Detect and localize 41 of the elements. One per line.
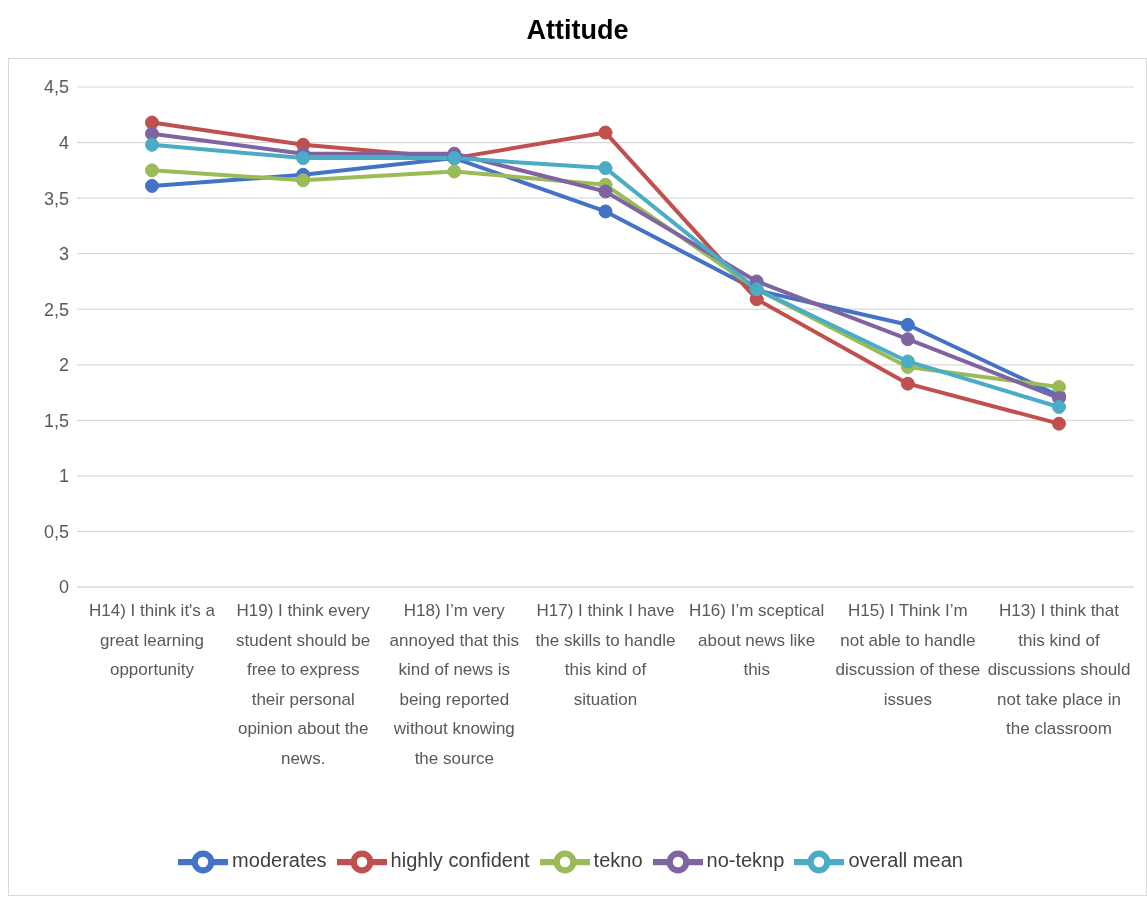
y-tick-label: 0,5 [43, 521, 69, 542]
point [900, 354, 915, 369]
point [145, 178, 159, 193]
point [296, 173, 311, 188]
x-tick-label: H17) I think I have the skills to handle this kind of situation [535, 601, 676, 709]
point [145, 163, 159, 178]
y-tick-label: 2,5 [43, 299, 69, 320]
point [296, 151, 311, 166]
point [145, 137, 159, 152]
point [900, 332, 915, 347]
point [598, 184, 613, 199]
legend-label: moderates [232, 849, 327, 872]
y-tick-label: 1,5 [43, 410, 69, 431]
point [145, 115, 159, 130]
legend-label: overall mean [848, 849, 963, 872]
x-tick-label: H18) I’m very annoyed that this kind of news is being reported without knowing the source [389, 601, 520, 768]
x-tick-label: H14) I think it's a great learning opportunity [88, 601, 216, 680]
y-tick-label: 1 [58, 466, 69, 487]
x-tick-label: H15) I Think I’m not able to handle discussion of these issues [835, 601, 981, 709]
point [598, 125, 613, 140]
chart-title: Attitude [525, 14, 630, 47]
point [598, 161, 613, 176]
y-tick-label: 2 [58, 355, 69, 376]
y-tick-label: 4 [58, 132, 69, 153]
x-tick-label: H13) I think that this kind of discussions should not take place in the classroom [987, 601, 1131, 739]
x-tick-label: H19) I think every student should be free to express their personal opinion about the news. [236, 601, 371, 768]
legend-label: highly confident [390, 849, 530, 872]
y-tick-label: 3 [58, 244, 69, 265]
y-tick-label: 0 [58, 577, 69, 598]
point [145, 126, 159, 141]
point [1052, 400, 1066, 414]
point [598, 204, 613, 219]
point [447, 164, 462, 179]
point [1052, 416, 1066, 431]
y-tick-label: 4,5 [43, 77, 69, 98]
point [900, 376, 915, 391]
x-tick-label: H16) I’m sceptical about news like this [689, 601, 825, 680]
legend-label: tekno [593, 849, 643, 872]
legend-label: no-teknp [706, 849, 785, 872]
y-tick-label: 3,5 [43, 188, 69, 209]
point [900, 317, 915, 332]
